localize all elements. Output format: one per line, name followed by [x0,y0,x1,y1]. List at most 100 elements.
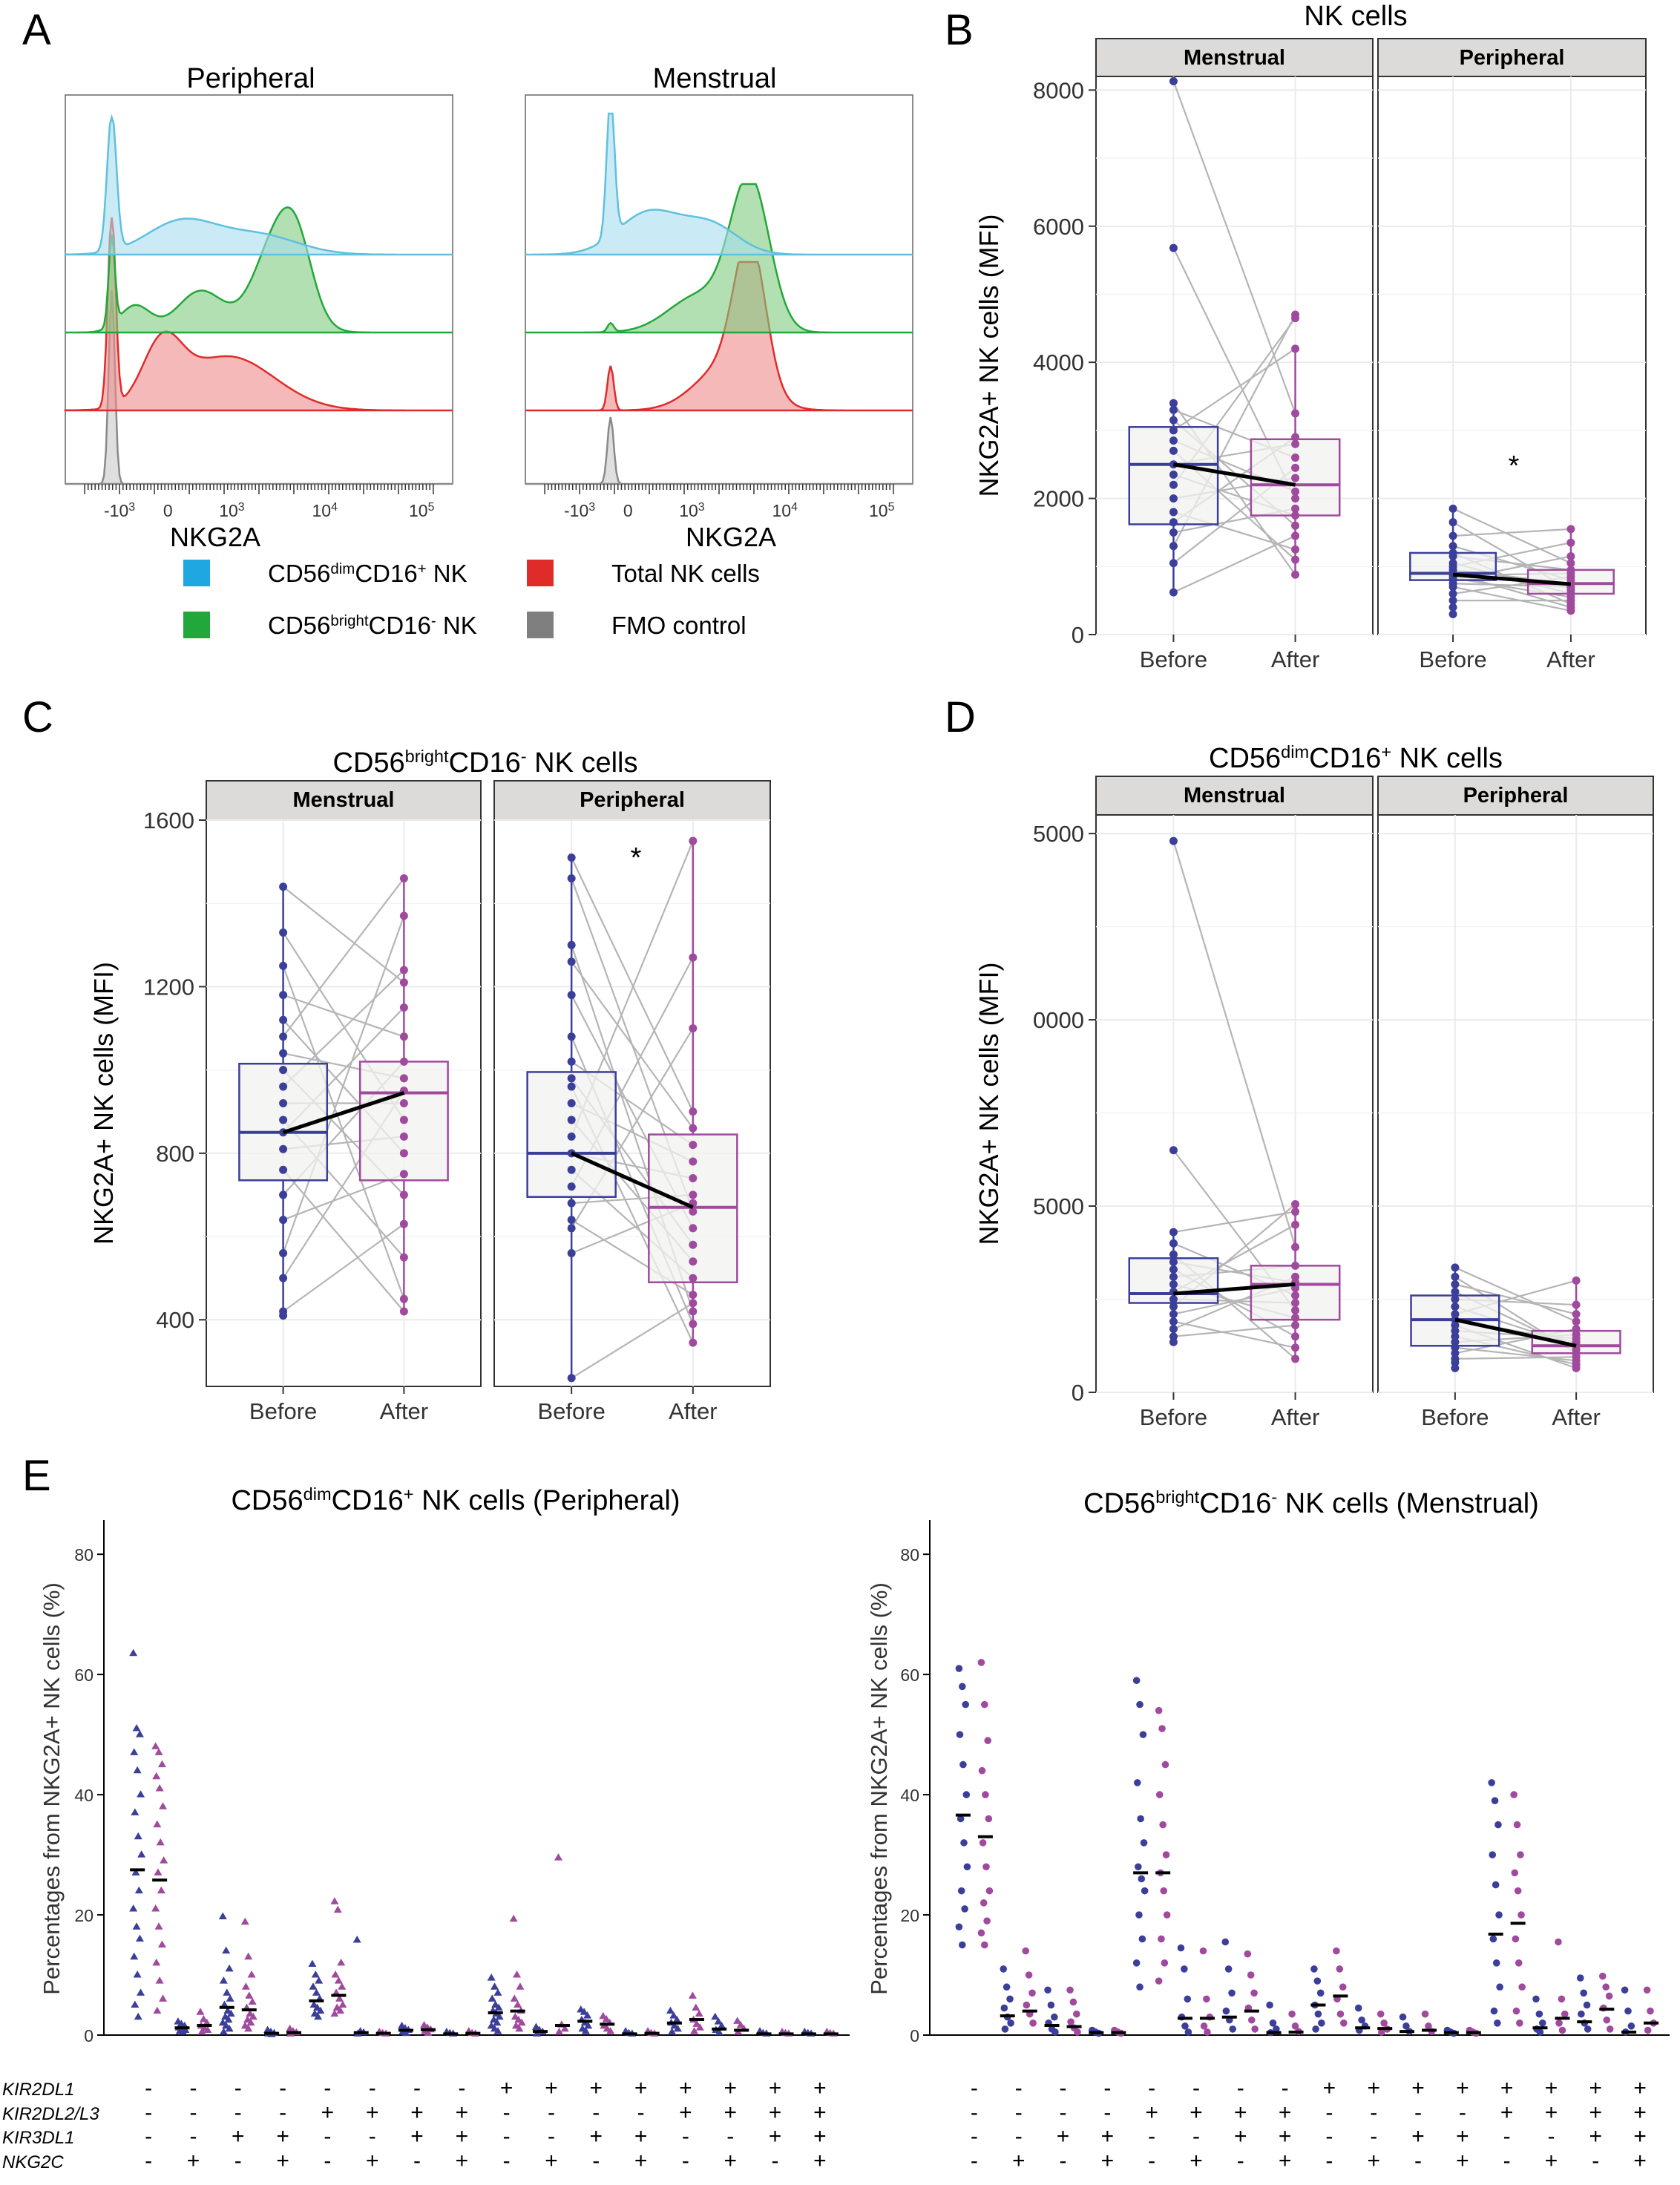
x-tick-label: Before [249,1398,317,1424]
pair-line [571,1302,694,1379]
data-point-before [1221,1938,1230,1946]
data-point [1291,545,1300,554]
gene-sign: + [1367,2149,1380,2173]
chart-title-part: CD56 [1209,743,1281,774]
facet-strip-label: Menstrual [1184,46,1285,70]
data-point [1291,453,1300,462]
data-point [689,1274,698,1282]
data-point [1169,1337,1178,1346]
hist-menstrual-dim [525,112,913,256]
gene-sign: + [634,2149,648,2173]
data-point [1169,1239,1178,1248]
chart-title-part: CD56 [333,747,405,779]
category-group [1621,1986,1659,2036]
data-point [1566,525,1575,534]
gene-sign: - [324,2124,331,2149]
data-point-after [1514,1887,1522,1895]
legend-label-part: NK [427,560,467,587]
chart-title-part: CD16 [332,1485,404,1516]
data-point-before [1266,2001,1273,2009]
data-point [1291,1242,1300,1251]
chart-title-part: bright [1155,1487,1199,1507]
chart-title-part: CD56 [1083,1488,1155,1519]
data-point-before [1136,1983,1143,1991]
data-point-after [977,1659,985,1666]
category-group [1399,2010,1437,2035]
data-point-before [1001,2025,1009,2033]
facet-strip-label: Menstrual [1184,784,1285,808]
data-point [399,1116,408,1124]
data-point-after [1598,1972,1607,1980]
data-point [567,874,576,883]
data-point-before [1269,2019,1277,2027]
legend-label: FMO control [611,612,747,639]
data-point-before [718,2021,726,2029]
data-point-after [1291,2022,1299,2030]
data-point-after [690,2027,699,2034]
gene-sign: - [1060,2149,1067,2173]
data-point [567,1182,576,1191]
gene-sign: + [410,2100,424,2125]
data-point-before [1399,2013,1407,2021]
data-point-after [152,1958,161,1966]
legend-label: CD56dimCD16+ NK [268,560,467,587]
x-tick-label: Before [1140,1404,1207,1430]
gene-sign: - [189,2124,197,2149]
legend-label-part: dim [330,560,355,577]
hist-menstrual-total [525,261,913,412]
data-point-before [1133,1779,1141,1786]
gene-sign: + [1190,2100,1203,2125]
panel-e-sign-table-right: - - - - - - - - + + + + + + + +- - - - + + + + - - - - + + + +- - + + - - + +… [971,2076,1647,2173]
facet-menstrual: Menstrual Before After [1095,38,1374,672]
y-tick-label: 0000 [1033,1007,1084,1033]
data-point-after [245,1991,254,1999]
data-point-before [488,1994,496,2002]
data-point-after [157,1886,165,1894]
data-point [399,1074,408,1083]
category-group [1132,1677,1171,1991]
data-point-after [1200,2022,1208,2030]
data-point-after [151,1742,160,1749]
gene-sign: + [590,2076,603,2100]
data-point-before [129,1648,138,1657]
pair-line [282,915,405,1254]
data-point-before [1136,1700,1143,1709]
data-point-before [1494,2019,1501,2027]
gene-sign: + [1633,2149,1647,2173]
data-point-before [1138,1935,1146,1943]
data-point-before [581,2027,590,2034]
x-tick-label: After [380,1398,428,1424]
data-point [1291,1314,1300,1323]
data-point [689,1107,698,1116]
gene-sign: - [1103,2076,1111,2100]
data-point [1451,1321,1460,1330]
pair-line [1172,347,1296,431]
gene-sign: - [1414,2100,1422,2125]
data-point [567,940,576,949]
data-point-after [983,1917,991,1924]
data-point [1169,518,1178,527]
data-point-before [714,2017,723,2025]
hist-menstrual-tick-label: 105 [869,501,895,521]
data-point-after [984,1737,992,1745]
data-point [1169,1332,1178,1341]
data-point-after [1512,1935,1520,1943]
x-tick-label: Before [1419,646,1486,672]
data-point-after [1513,1821,1521,1829]
data-point-after [1647,2007,1654,2015]
data-point-before [137,1850,146,1858]
legend-label-part: NK [436,612,477,639]
legend-label-part: + [418,560,427,577]
data-point-before [1621,1986,1629,1994]
data-point-before [494,2003,503,2011]
gene-sign: - [1592,2149,1599,2173]
data-point [1291,521,1300,530]
gene-sign: - [413,2149,421,2173]
pair-line [1172,840,1296,1248]
data-point [689,1173,698,1182]
data-point-after [1517,1911,1525,1919]
tick-exponent: 3 [238,501,245,514]
chart-title-part: dim [303,1484,332,1504]
gene-sign: - [1370,2100,1377,2125]
data-point-after [554,1853,562,1861]
